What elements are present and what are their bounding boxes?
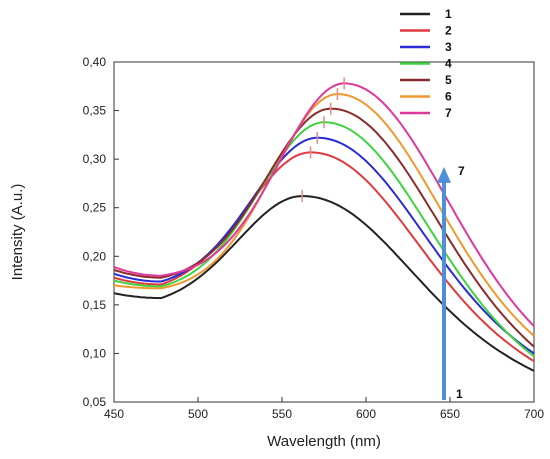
legend-label-1: 1 (445, 7, 452, 21)
y-tick-label: 0,20 (83, 249, 107, 263)
x-tick-label: 500 (188, 407, 208, 421)
trend-arrow-layer: 17 (437, 164, 465, 401)
y-tick-label: 0,15 (83, 298, 107, 312)
y-tick-label: 0,05 (83, 395, 107, 409)
x-tick-label: 650 (440, 407, 460, 421)
legend-label-6: 6 (445, 90, 452, 104)
legend-label-7: 7 (445, 106, 452, 120)
series-line-2 (113, 151, 535, 363)
y-tick-label: 0,35 (83, 104, 107, 118)
legend: 1 2 3 4 5 6 7 (400, 7, 452, 120)
x-axis-title: Wavelength (nm) (267, 433, 381, 450)
x-tick-label: 550 (272, 407, 292, 421)
series-line-7 (113, 82, 535, 327)
series-layer (113, 77, 535, 372)
series-line-5 (113, 107, 535, 348)
arrow-start-label: 1 (456, 387, 463, 401)
y-tick-label: 0,10 (83, 346, 107, 360)
x-tick-label: 600 (356, 407, 376, 421)
y-axis-title: Intensity (A.u.) (9, 184, 26, 281)
x-tick-label: 700 (524, 407, 544, 421)
arrow-end-label: 7 (458, 164, 465, 178)
legend-label-2: 2 (445, 24, 452, 38)
x-axis: 450 500 550 600 650 700 (104, 397, 544, 421)
y-tick-label: 0,40 (83, 55, 107, 69)
legend-label-5: 5 (445, 73, 452, 87)
y-tick-label: 0,30 (83, 152, 107, 166)
trend-arrow-head (437, 166, 451, 183)
series-line-3 (113, 136, 535, 355)
series-line-1 (113, 195, 535, 372)
x-tick-label: 450 (104, 407, 124, 421)
y-tick-label: 0,25 (83, 201, 107, 215)
legend-label-4: 4 (445, 57, 452, 71)
series-line-6 (113, 93, 535, 337)
legend-label-3: 3 (445, 40, 452, 54)
plot-frame (113, 61, 535, 403)
y-axis: 0,05 0,10 0,15 0,20 0,25 0,30 0,35 0,40 (83, 55, 119, 409)
